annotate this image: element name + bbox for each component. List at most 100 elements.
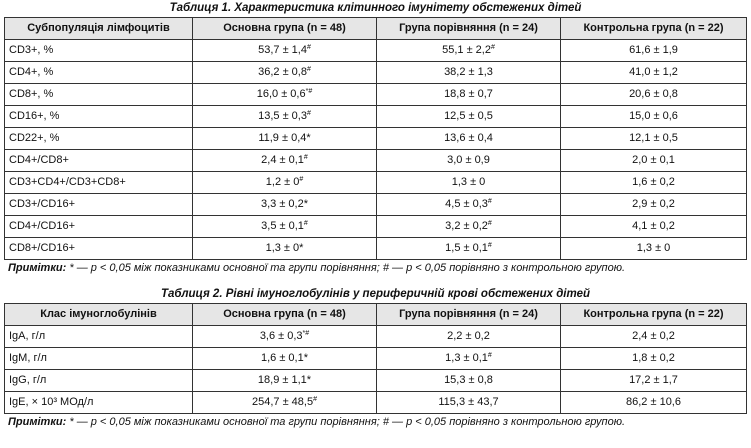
cell-mark: # [306,44,311,51]
note-label: Примітки: [8,416,67,428]
cell: 53,7 ± 1,4# [192,39,377,62]
header-cell: Основна група (n = 48) [192,17,377,40]
cell: 17,2 ± 1,7 [560,369,747,392]
cell-value: 53,7 ± 1,4 [258,44,307,56]
row: CD4+, % 36,2 ± 0,8# 38,2 ± 1,3 41,0 ± 1,2 [4,61,747,84]
cell: 12,1 ± 0,5 [560,127,747,150]
cell: 16,0 ± 0,6*# [192,83,377,106]
row: CD3+/CD16+ 3,3 ± 0,2* 4,5 ± 0,3# 2,9 ± 0,2 [4,193,747,216]
header-cell: Група порівняння (n = 24) [376,17,561,40]
cell-mark: # [306,66,311,73]
table: Клас імуноглобулінів Основна група (n = 4… [4,303,747,414]
cell-value: 16,0 ± 0,6 [256,88,306,100]
cell-mark: # [487,242,492,249]
cell: 11,9 ± 0,4* [192,127,377,150]
cell: CD8+, % [4,83,193,106]
cell: 1,2 ± 0# [192,171,377,194]
cell: 15,3 ± 0,8 [376,369,561,392]
row: CD4+/CD8+ 2,4 ± 0,1# 3,0 ± 0,9 2,0 ± 0,1 [4,149,747,172]
cell: CD3+CD4+/CD3+CD8+ [4,171,193,194]
cell-mark: *# [305,88,313,95]
cell-value: 3,6 ± 0,3 [259,330,303,342]
cell: 1,3 ± 0* [192,237,377,260]
cell: 18,9 ± 1,1* [192,369,377,392]
cell: 4,5 ± 0,3# [376,193,561,216]
cell: 3,0 ± 0,9 [376,149,561,172]
cell-value: 2,4 ± 0,1 [261,154,304,166]
cell: 3,5 ± 0,1# [192,215,377,238]
cell-value: 13,5 ± 0,3 [258,110,307,122]
cell: 3,3 ± 0,2* [192,193,377,216]
cell: CD8+/CD16+ [4,237,193,260]
cell: 4,1 ± 0,2 [560,215,747,238]
row: IgG, г/л 18,9 ± 1,1* 15,3 ± 0,8 17,2 ± 1,7 [4,369,747,392]
header-row: Субпопуляція лімфоцитів Основна група (n … [4,17,747,40]
cell: 3,6 ± 0,3*# [192,325,377,348]
cell: 1,5 ± 0,1# [376,237,561,260]
row: CD4+/CD16+ 3,5 ± 0,1# 3,2 ± 0,2# 4,1 ± 0,2 [4,215,747,238]
cell: 1,3 ± 0 [560,237,747,260]
row: CD3+, % 53,7 ± 1,4# 55,1 ± 2,2# 61,6 ± 1,9 [4,39,747,62]
cell: 1,6 ± 0,2 [560,171,747,194]
table-title: Таблиця 2. Рівні імуноглобулінів у периф… [160,288,591,300]
row: IgA, г/л 3,6 ± 0,3*# 2,2 ± 0,2 2,4 ± 0,2 [4,325,747,348]
note: Примітки: * — p < 0,05 між показниками о… [0,414,751,430]
cell: IgG, г/л [4,369,193,392]
cell-mark: # [303,154,308,161]
note-text: * — p < 0,05 між показниками основної та… [69,416,626,428]
header-cell: Клас імуноглобулінів [4,303,193,326]
cell: IgM, г/л [4,347,193,370]
cell: 2,4 ± 0,1# [192,149,377,172]
cell-value: 254,7 ± 48,5 [252,396,314,408]
cell: CD3+/CD16+ [4,193,193,216]
cell: 12,5 ± 0,5 [376,105,561,128]
cell-value: 3,5 ± 0,1 [261,220,304,232]
row: CD8+, % 16,0 ± 0,6*# 18,8 ± 0,7 20,6 ± 0,8 [4,83,747,106]
cell: 13,5 ± 0,3# [192,105,377,128]
cell: CD16+, % [4,105,193,128]
cell: 61,6 ± 1,9 [560,39,747,62]
cell-mark: # [299,176,304,183]
note-label: Примітки: [8,262,67,274]
cell-value: 36,2 ± 0,8 [258,66,307,78]
cell: 20,6 ± 0,8 [560,83,747,106]
table: Субпопуляція лімфоцитів Основна група (n … [4,17,747,260]
cell: CD4+/CD8+ [4,149,193,172]
table-title: Таблиця 1. Характеристика клітинного іму… [169,2,582,14]
header-cell: Контрольна група (n = 22) [560,303,747,326]
cell-mark: # [303,220,308,227]
row: CD3+CD4+/CD3+CD8+ 1,2 ± 0# 1,3 ± 0 1,6 ± 0,… [4,171,747,194]
cell: 41,0 ± 1,2 [560,61,747,84]
row: IgM, г/л 1,6 ± 0,1* 1,3 ± 0,1# 1,8 ± 0,2 [4,347,747,370]
cell-value: 1,5 ± 0,1 [445,242,488,254]
cell: CD22+, % [4,127,193,150]
cell-value: 4,5 ± 0,3 [445,198,488,210]
cell: 1,8 ± 0,2 [560,347,747,370]
cell: IgE, × 10³ МОд/л [4,391,193,414]
cell-mark: # [306,110,311,117]
cell: 2,0 ± 0,1 [560,149,747,172]
cell: 2,2 ± 0,2 [376,325,561,348]
cell-value: 1,3 ± 0,1 [445,352,488,364]
cell: 13,6 ± 0,4 [376,127,561,150]
cell-mark: # [313,396,317,403]
header-row: Клас імуноглобулінів Основна група (n = 4… [4,303,747,326]
header-cell: Субпопуляція лімфоцитів [4,17,193,40]
cell: CD3+, % [4,39,193,62]
cell-value: 1,2 ± 0 [265,176,300,188]
cell-mark: # [487,198,492,205]
cell: IgA, г/л [4,325,193,348]
cell-mark: # [487,220,492,227]
cell-mark: *# [302,330,310,337]
cell: 1,3 ± 0,1# [376,347,561,370]
cell: 38,2 ± 1,3 [376,61,561,84]
header-cell: Контрольна група (n = 22) [560,17,747,40]
cell: 36,2 ± 0,8# [192,61,377,84]
cell-mark: # [487,352,492,359]
header-cell: Основна група (n = 48) [192,303,377,326]
cell: 18,8 ± 0,7 [376,83,561,106]
cell: CD4+, % [4,61,193,84]
row: CD16+, % 13,5 ± 0,3# 12,5 ± 0,5 15,0 ± 0,6 [4,105,747,128]
cell: 254,7 ± 48,5# [192,391,377,414]
